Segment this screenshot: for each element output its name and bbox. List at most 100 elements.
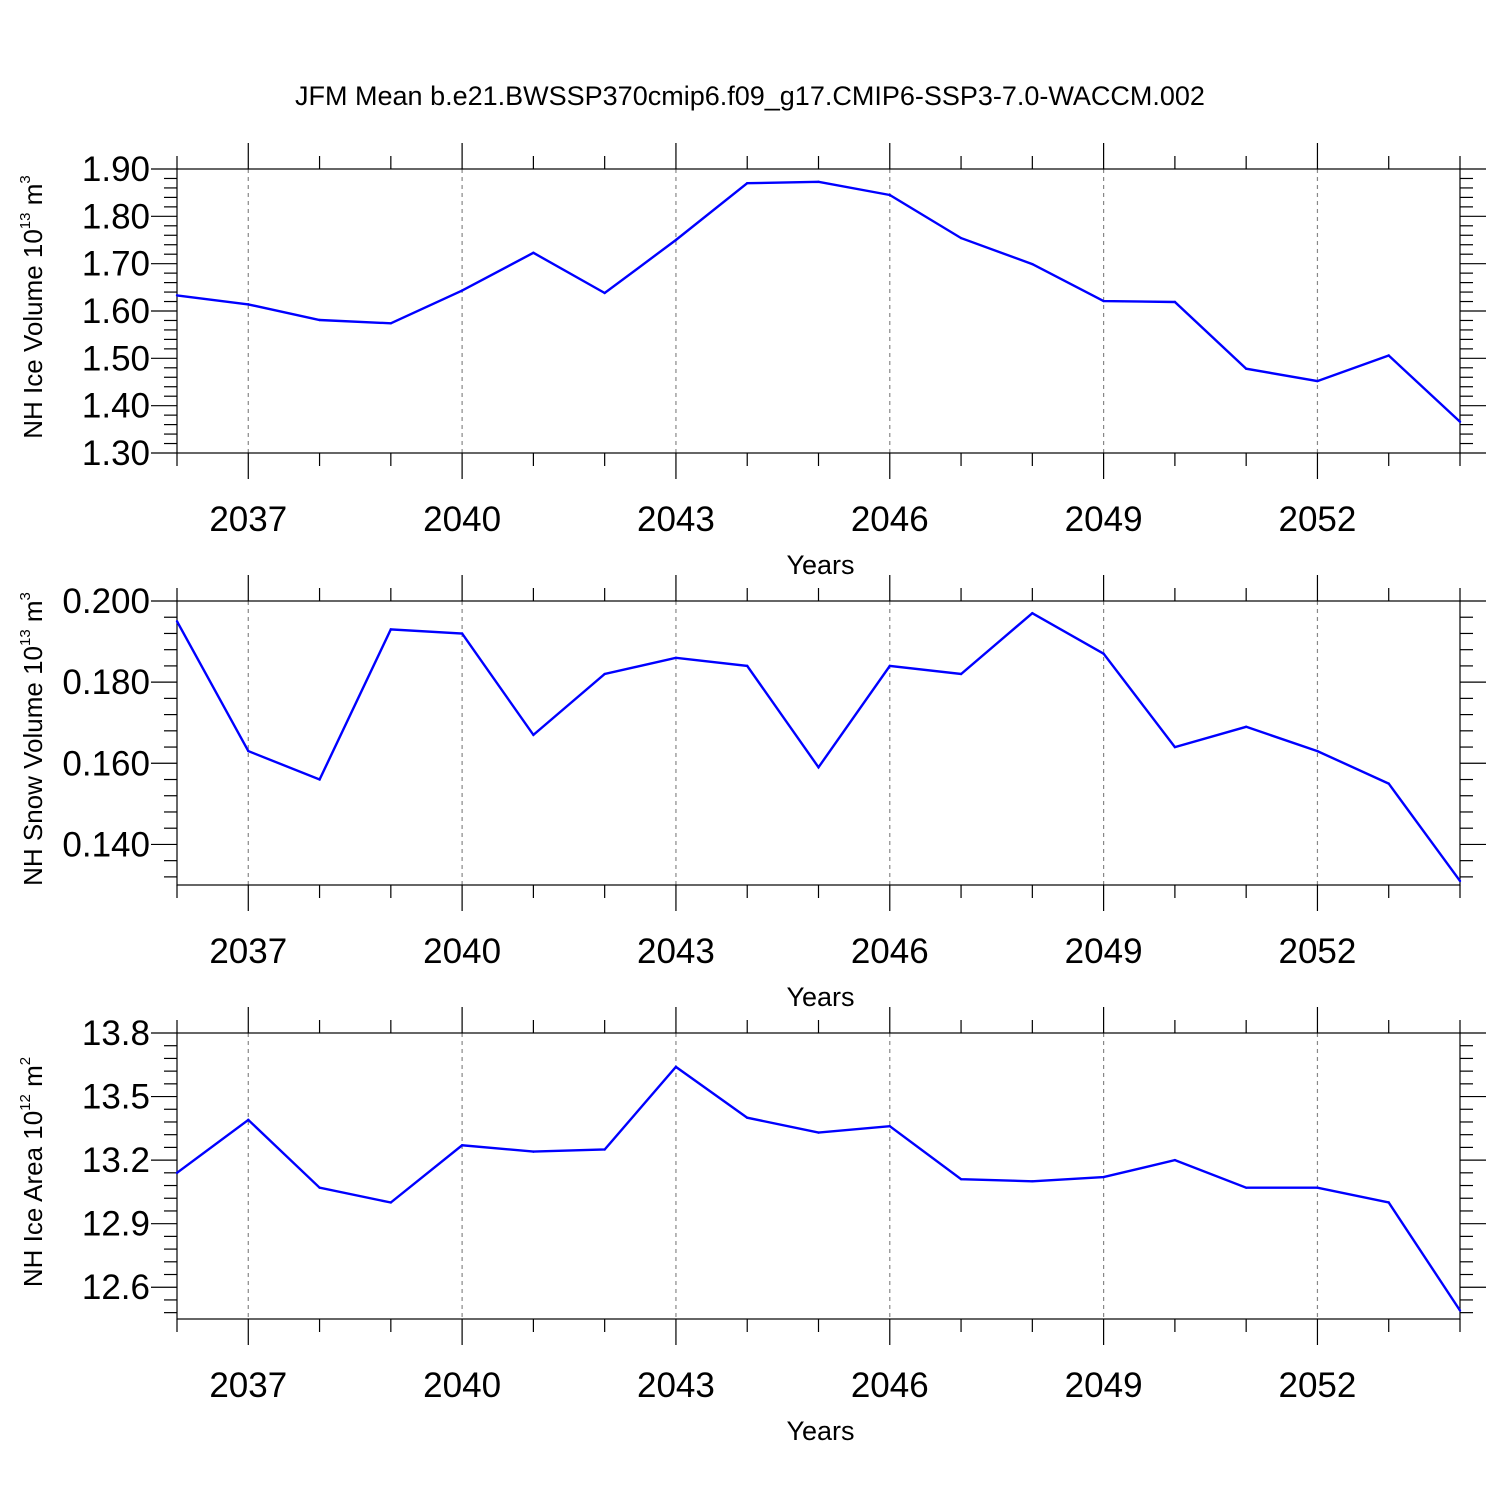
data-point xyxy=(175,294,179,297)
data-point xyxy=(1031,1180,1034,1183)
data-point xyxy=(389,322,393,325)
y-axis-label: NH Ice Area 1012 m2 xyxy=(17,1057,48,1287)
data-point xyxy=(460,289,464,292)
y-tick-label: 13.5 xyxy=(82,1078,150,1117)
panel-3: 12.6 12.9 13.2 13.5 13.8 2037 2040 2043 2046 2049… xyxy=(17,1007,1486,1446)
x-tick-label: 2046 xyxy=(851,500,929,539)
y-tick-label: 1.40 xyxy=(82,387,150,426)
data-point xyxy=(1316,749,1319,753)
plot-frame xyxy=(176,1032,1461,1320)
data-point xyxy=(959,672,963,676)
panel-2: 0.140 0.160 0.180 0.200 2037 2040 2043 2046 2049… xyxy=(17,575,1486,1012)
data-point xyxy=(247,303,250,306)
data-point xyxy=(1102,652,1105,655)
series-line xyxy=(176,1065,1462,1312)
data-point xyxy=(817,766,820,769)
data-point xyxy=(247,1118,250,1122)
x-tick-label: 2040 xyxy=(423,1366,501,1405)
y-axis-label: NH Snow Volume 1013 m3 xyxy=(17,592,48,886)
data-point xyxy=(674,238,678,242)
x-tick-label: 2040 xyxy=(423,500,501,539)
plot-frame xyxy=(176,600,1461,886)
data-point xyxy=(1458,1309,1462,1312)
data-point xyxy=(532,251,535,254)
x-axis-label: Years xyxy=(786,982,854,1012)
x-tick-label: 2049 xyxy=(1065,500,1143,539)
data-point xyxy=(746,1116,749,1119)
y-tick-label: 1.30 xyxy=(82,434,150,473)
data-point xyxy=(175,1171,179,1175)
series-line xyxy=(176,180,1461,423)
data-point xyxy=(175,620,179,623)
x-tick-label: 2046 xyxy=(851,932,929,971)
x-tick-label: 2037 xyxy=(209,500,287,539)
data-point xyxy=(603,291,606,295)
y-tick-label: 1.60 xyxy=(82,292,150,331)
data-point xyxy=(746,182,749,185)
y-axis-label-unit-power: 2 xyxy=(17,1057,34,1065)
data-point xyxy=(746,664,749,668)
data-point xyxy=(888,1125,891,1128)
x-tick-label: 2037 xyxy=(209,932,287,971)
data-point xyxy=(1458,879,1462,883)
data-point xyxy=(817,180,820,183)
data-point xyxy=(1458,420,1462,423)
data-point xyxy=(674,656,678,659)
y-axis-label-unit-power: 3 xyxy=(17,592,34,600)
data-point xyxy=(1387,782,1390,785)
data-point xyxy=(389,1201,393,1204)
data-point xyxy=(1173,745,1177,749)
y-axis-label-exponent: 13 xyxy=(17,629,34,646)
data-point xyxy=(888,193,891,197)
figure-title: JFM Mean b.e21.BWSSP370cmip6.f09_g17.CMI… xyxy=(295,81,1205,111)
data-point xyxy=(603,672,606,676)
data-point xyxy=(888,664,891,668)
y-tick-label: 0.160 xyxy=(62,744,150,783)
x-tick-label: 2052 xyxy=(1279,932,1357,971)
y-tick-label: 0.180 xyxy=(62,663,150,702)
data-point xyxy=(1173,300,1177,304)
y-tick-label: 1.90 xyxy=(82,150,150,189)
y-axis-label-unit: m xyxy=(18,600,48,629)
data-point xyxy=(247,749,250,753)
x-axis-label: Years xyxy=(786,550,854,580)
data-point xyxy=(959,1177,963,1181)
data-point xyxy=(318,1186,321,1189)
panel-1: 1.30 1.40 1.50 1.60 1.70 1.80 1.90 2037 2040 2043… xyxy=(17,143,1486,580)
data-point xyxy=(532,1150,535,1153)
y-tick-label: 13.2 xyxy=(82,1141,150,1180)
data-point xyxy=(532,733,535,737)
data-point xyxy=(1173,1158,1177,1162)
x-tick-label: 2049 xyxy=(1065,932,1143,971)
y-tick-label: 1.80 xyxy=(82,197,150,236)
series-line xyxy=(175,611,1461,882)
x-tick-label: 2043 xyxy=(637,1366,715,1405)
data-point xyxy=(1102,1175,1105,1179)
y-tick-label: 12.6 xyxy=(82,1268,150,1307)
x-tick-label: 2052 xyxy=(1279,1366,1357,1405)
x-tick-label: 2049 xyxy=(1065,1366,1143,1405)
data-point xyxy=(674,1065,678,1069)
data-point xyxy=(318,318,321,322)
y-tick-label: 12.9 xyxy=(82,1205,150,1244)
y-axis-label-text: NH Snow Volume 10 xyxy=(18,646,48,886)
y-tick-label: 1.50 xyxy=(82,339,150,378)
y-tick-label: 0.140 xyxy=(62,825,150,864)
x-tick-label: 2037 xyxy=(209,1366,287,1405)
y-axis-label-exponent: 13 xyxy=(17,212,34,229)
y-tick-label: 13.8 xyxy=(82,1014,150,1053)
y-axis-label-unit-power: 3 xyxy=(17,175,34,183)
data-point xyxy=(1102,299,1105,303)
y-axis-label-unit: m xyxy=(18,1065,48,1094)
data-point xyxy=(1031,611,1034,615)
data-point xyxy=(1244,725,1248,728)
x-tick-label: 2046 xyxy=(851,1366,929,1405)
x-tick-label: 2040 xyxy=(423,932,501,971)
data-point xyxy=(1387,354,1390,357)
y-tick-label: 0.200 xyxy=(62,582,150,621)
y-axis-label-exponent: 12 xyxy=(17,1094,34,1111)
data-point xyxy=(460,632,464,635)
x-tick-label: 2043 xyxy=(637,500,715,539)
y-axis-label-text: NH Ice Volume 10 xyxy=(18,229,48,439)
